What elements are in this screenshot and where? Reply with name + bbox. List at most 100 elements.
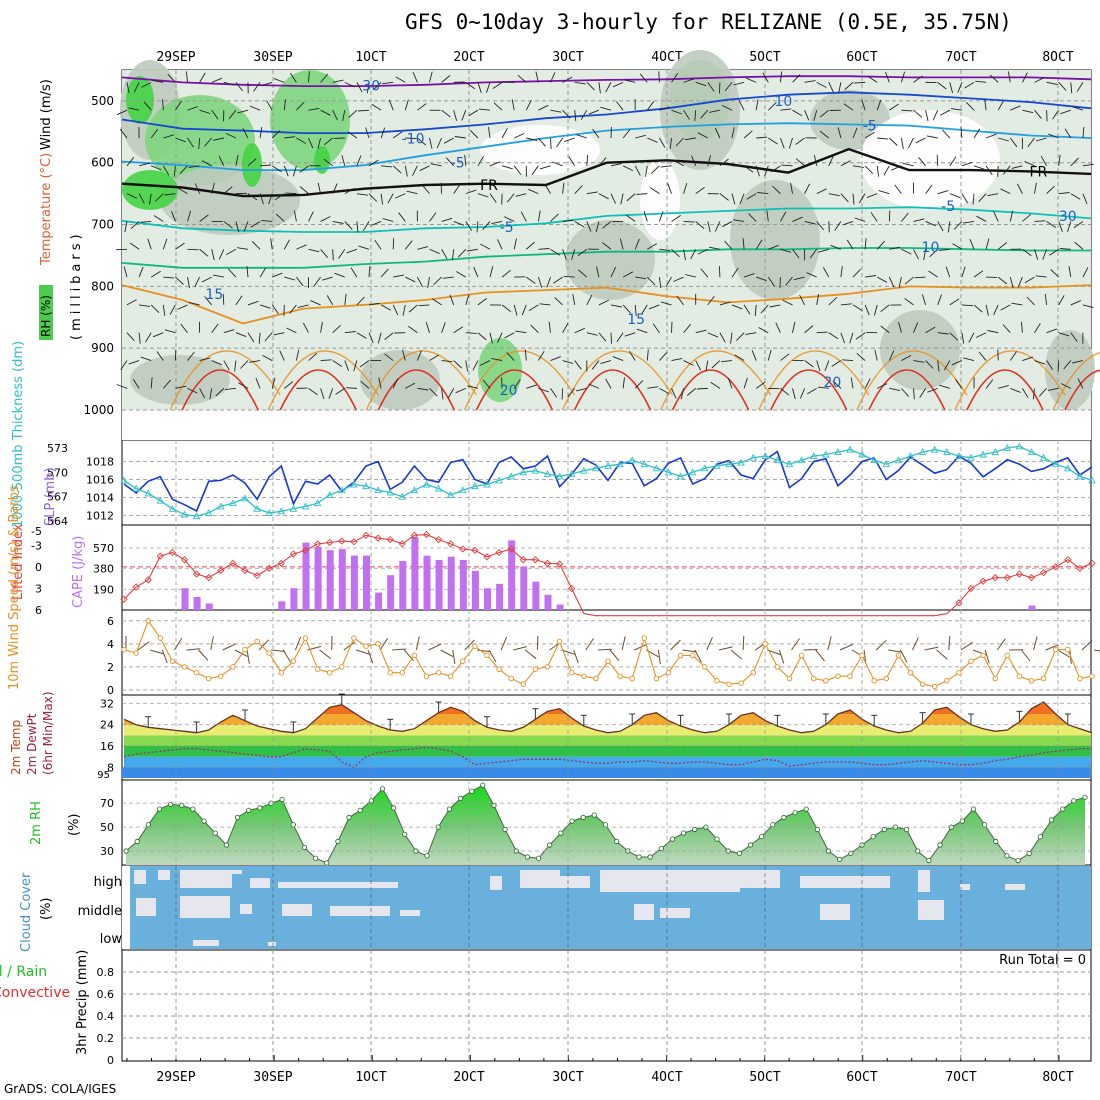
wind-barb bbox=[937, 221, 944, 232]
wind-barb bbox=[289, 304, 297, 314]
wind-barb bbox=[317, 137, 322, 149]
wind-barb bbox=[514, 133, 525, 139]
rh-point bbox=[580, 814, 586, 821]
temp-side-label: 2m Temp bbox=[9, 720, 23, 775]
wind-barb bbox=[171, 211, 176, 222]
wind-barb bbox=[945, 266, 951, 278]
bottom-date-label: 7OCT bbox=[945, 1070, 976, 1085]
wind-barb bbox=[344, 293, 347, 305]
wind-speed-point bbox=[169, 658, 176, 664]
wind-barb bbox=[368, 266, 371, 278]
thickness-point bbox=[882, 460, 891, 468]
wind-barb bbox=[1077, 378, 1084, 389]
thickness-point bbox=[168, 504, 177, 512]
rh-region bbox=[242, 143, 262, 187]
rh-point bbox=[636, 854, 642, 860]
wind-barb bbox=[861, 99, 866, 111]
wind-barb bbox=[223, 81, 235, 86]
wind-speed-point bbox=[714, 678, 720, 684]
wind-barb bbox=[695, 360, 702, 371]
lifted-index-point bbox=[471, 546, 479, 555]
wind-barb bbox=[353, 360, 358, 372]
wind-barb bbox=[813, 110, 818, 121]
wind-barb bbox=[961, 193, 969, 204]
wind-speed-point bbox=[121, 646, 127, 653]
wind-barb bbox=[854, 81, 866, 84]
temp-band bbox=[124, 746, 1091, 757]
temp-line bbox=[123, 701, 1093, 734]
wind-barb bbox=[684, 274, 696, 278]
wind-barb bbox=[417, 276, 423, 288]
wind-barb bbox=[408, 325, 418, 334]
wind-barb bbox=[671, 321, 673, 333]
wind-barb bbox=[695, 186, 705, 195]
lifted-index-line bbox=[123, 534, 1093, 617]
wind-speed-point bbox=[581, 673, 587, 679]
wind-barb bbox=[700, 268, 709, 278]
wind-speed-point bbox=[629, 675, 635, 682]
wind-barb bbox=[1016, 183, 1023, 194]
contour-label: 30 bbox=[1059, 209, 1077, 225]
wind-barb bbox=[780, 248, 792, 253]
wind-barb bbox=[707, 82, 715, 92]
lifted-index-point bbox=[180, 556, 189, 564]
wind-barb bbox=[501, 377, 503, 389]
wind-barb bbox=[1035, 137, 1047, 142]
wind-barb bbox=[901, 355, 912, 361]
wind-barb bbox=[185, 71, 188, 83]
wind-barb bbox=[700, 109, 709, 119]
wind-barb bbox=[501, 128, 508, 139]
cloud-gap bbox=[600, 870, 740, 892]
wind-barb bbox=[888, 649, 903, 653]
wind-barb bbox=[719, 301, 731, 306]
wind-barb bbox=[175, 242, 185, 250]
wind-barb bbox=[266, 100, 273, 111]
wind-barb bbox=[279, 350, 285, 361]
wind-barb bbox=[453, 221, 465, 226]
wind-barb bbox=[132, 378, 140, 389]
wind-barb bbox=[985, 133, 997, 139]
wind-barb bbox=[1009, 276, 1014, 288]
page-title: GFS 0~10day 3-hourly for RELIZANE (0.5E,… bbox=[405, 10, 1012, 34]
wind-barb bbox=[985, 304, 989, 316]
wind-barb bbox=[949, 156, 957, 167]
wind-barb bbox=[648, 304, 660, 310]
wind-speed-point bbox=[980, 652, 986, 659]
wind-barb bbox=[187, 351, 195, 361]
wind-barb bbox=[429, 354, 440, 361]
isotherm-line bbox=[856, 350, 968, 411]
wind-barb bbox=[949, 193, 961, 199]
wind-barb bbox=[877, 383, 888, 389]
wind-barb bbox=[320, 359, 332, 361]
wind-barb bbox=[943, 360, 951, 371]
wind-barb bbox=[150, 377, 153, 389]
rh-point bbox=[335, 838, 341, 845]
bottom-date-label: 3OCT bbox=[552, 1070, 583, 1085]
cape-bar bbox=[496, 583, 504, 610]
wind-barb bbox=[697, 248, 708, 255]
wind-barb bbox=[948, 635, 951, 651]
wind-barb bbox=[899, 649, 908, 663]
thickness-point bbox=[991, 448, 999, 456]
wind-barb bbox=[503, 81, 515, 83]
wind-barb bbox=[778, 649, 785, 664]
wind-barb bbox=[1070, 193, 1081, 200]
cloud-label-group: Cloud Cover bbox=[19, 872, 34, 952]
lifted-index-point bbox=[350, 538, 358, 546]
wind-speed-point bbox=[520, 681, 527, 687]
cape-bar bbox=[447, 556, 455, 610]
wind-barb bbox=[186, 648, 201, 651]
wind-barb bbox=[925, 184, 933, 194]
wind-side-label: Wind (m/s) bbox=[39, 79, 54, 150]
wind-barb bbox=[792, 109, 803, 117]
wind-barb bbox=[513, 238, 517, 250]
wind-barb bbox=[781, 164, 793, 167]
wind-speed-point bbox=[363, 643, 369, 649]
wind-barb bbox=[491, 357, 503, 361]
bottom-date-label: 5OCT bbox=[749, 1070, 780, 1085]
wind-barb bbox=[746, 193, 757, 200]
rh-region bbox=[126, 76, 154, 124]
slp-label-group: SLP (mb) bbox=[43, 467, 58, 526]
lifted-index-point bbox=[507, 545, 515, 553]
wind-barb bbox=[404, 165, 408, 177]
